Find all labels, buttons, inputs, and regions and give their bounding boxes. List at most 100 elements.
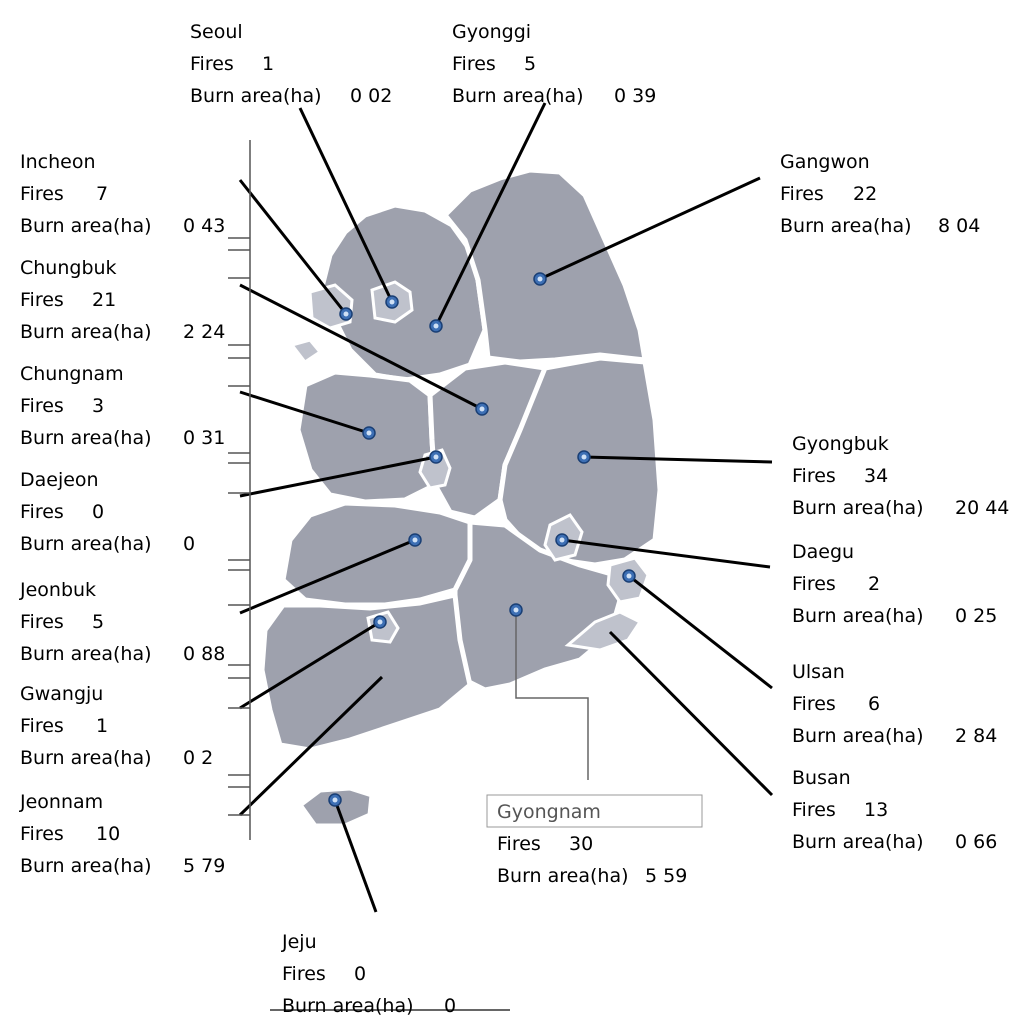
label-name: Jeonbuk xyxy=(20,579,97,601)
fires-value: 34 xyxy=(864,465,889,487)
burn-label: Burn area(ha) xyxy=(282,995,414,1017)
label-gyongnam: Gyongnam Fires 30 Burn area(ha) 5 59 xyxy=(497,796,687,892)
fires-label: Fires xyxy=(20,501,64,523)
fires-value: 3 xyxy=(92,395,105,417)
burn-label: Burn area(ha) xyxy=(497,865,629,887)
burn-label: Burn area(ha) xyxy=(792,497,924,519)
fires-label: Fires xyxy=(792,465,836,487)
fires-label: Fires xyxy=(20,395,64,417)
label-seoul: Seoul Fires 1 Burn area(ha) 0 02 xyxy=(190,16,392,112)
label-name: Chungbuk xyxy=(20,257,117,279)
fires-label: Fires xyxy=(792,693,836,715)
label-incheon: Incheon Fires 7 Burn area(ha) 0 43 xyxy=(20,146,225,242)
fires-label: Fires xyxy=(20,715,64,737)
label-jeonbuk: Jeonbuk Fires 5 Burn area(ha) 0 88 xyxy=(20,574,225,670)
label-chungnam: Chungnam Fires 3 Burn area(ha) 0 31 xyxy=(20,358,225,454)
burn-value: 0 2 xyxy=(183,747,214,769)
burn-label: Burn area(ha) xyxy=(452,85,584,107)
burn-value: 0 02 xyxy=(350,85,393,107)
fires-value: 0 xyxy=(92,501,105,523)
fires-value: 22 xyxy=(853,183,878,205)
fires-label: Fires xyxy=(190,53,234,75)
fires-value: 5 xyxy=(524,53,537,75)
fires-label: Fires xyxy=(20,183,64,205)
fires-label: Fires xyxy=(20,823,64,845)
region-jeonnam xyxy=(259,592,473,753)
label-gangwon: Gangwon Fires 22 Burn area(ha) 8 04 xyxy=(780,146,980,242)
label-gwangju: Gwangju Fires 1 Burn area(ha) 0 2 xyxy=(20,678,213,774)
burn-label: Burn area(ha) xyxy=(20,855,152,877)
burn-label: Burn area(ha) xyxy=(792,725,924,747)
fires-value: 21 xyxy=(92,289,117,311)
fires-label: Fires xyxy=(792,799,836,821)
leader-lines xyxy=(238,102,774,913)
fires-value: 10 xyxy=(96,823,121,845)
region-gangwon xyxy=(442,167,648,365)
label-daegu: Daegu Fires 2 Burn area(ha) 0 25 xyxy=(792,536,997,632)
label-name: Gangwon xyxy=(780,151,870,173)
burn-value: 5 79 xyxy=(183,855,226,877)
burn-label: Burn area(ha) xyxy=(20,427,152,449)
fires-value: 30 xyxy=(569,833,594,855)
island-incheon xyxy=(289,338,323,365)
burn-label: Burn area(ha) xyxy=(780,215,912,237)
burn-value: 20 44 xyxy=(955,497,1010,519)
fires-label: Fires xyxy=(20,611,64,633)
fires-value: 7 xyxy=(96,183,109,205)
fires-label: Fires xyxy=(792,573,836,595)
label-name: Daejeon xyxy=(20,469,99,491)
label-name: Incheon xyxy=(20,151,96,173)
burn-value: 0 66 xyxy=(955,831,998,853)
label-name: Seoul xyxy=(190,21,243,43)
burn-label: Burn area(ha) xyxy=(20,643,152,665)
label-name: Gwangju xyxy=(20,683,104,705)
burn-value: 2 24 xyxy=(183,321,226,343)
burn-value: 5 59 xyxy=(645,865,688,887)
label-name: Gyongbuk xyxy=(792,433,889,455)
region-busan xyxy=(564,610,643,652)
label-name: Gyonggi xyxy=(452,21,532,43)
fires-value: 2 xyxy=(868,573,881,595)
burn-value: 0 25 xyxy=(955,605,998,627)
fire-markers xyxy=(328,272,636,807)
label-name: Gyongnam xyxy=(497,801,601,823)
label-name: Jeonnam xyxy=(20,791,104,813)
fires-value: 6 xyxy=(868,693,881,715)
left-label-bracket xyxy=(228,140,251,840)
label-chungbuk: Chungbuk Fires 21 Burn area(ha) 2 24 xyxy=(20,252,225,348)
burn-value: 0 43 xyxy=(183,215,226,237)
burn-label: Burn area(ha) xyxy=(792,605,924,627)
fires-label: Fires xyxy=(497,833,541,855)
burn-value: 0 xyxy=(444,995,457,1017)
burn-label: Burn area(ha) xyxy=(792,831,924,853)
fires-label: Fires xyxy=(20,289,64,311)
fires-value: 1 xyxy=(96,715,109,737)
burn-label: Burn area(ha) xyxy=(20,533,152,555)
label-busan: Busan Fires 13 Burn area(ha) 0 66 xyxy=(792,762,997,858)
label-ulsan: Ulsan Fires 6 Burn area(ha) 2 84 xyxy=(792,656,997,752)
label-gyonggi: Gyonggi Fires 5 Burn area(ha) 0 39 xyxy=(452,16,656,112)
region-jeonbuk xyxy=(280,500,473,608)
burn-label: Burn area(ha) xyxy=(20,321,152,343)
fires-value: 13 xyxy=(864,799,889,821)
fires-value: 1 xyxy=(262,53,275,75)
label-name: Busan xyxy=(792,767,851,789)
label-name: Jeju xyxy=(282,931,317,953)
label-jeju: Jeju Fires 0 Burn area(ha) 0 xyxy=(282,926,456,1022)
label-jeonnam: Jeonnam Fires 10 Burn area(ha) 5 79 xyxy=(20,786,225,882)
burn-label: Burn area(ha) xyxy=(20,747,152,769)
burn-value: 0 xyxy=(183,533,196,555)
label-gyongbuk: Gyongbuk Fires 34 Burn area(ha) 20 44 xyxy=(792,428,1009,524)
gyongnam-label-box xyxy=(486,794,703,828)
burn-value: 0 31 xyxy=(183,427,226,449)
burn-value: 0 39 xyxy=(614,85,657,107)
label-name: Ulsan xyxy=(792,661,845,683)
burn-value: 0 88 xyxy=(183,643,226,665)
burn-label: Burn area(ha) xyxy=(190,85,322,107)
burn-label: Burn area(ha) xyxy=(20,215,152,237)
fires-label: Fires xyxy=(780,183,824,205)
label-daejeon: Daejeon Fires 0 Burn area(ha) 0 xyxy=(20,464,195,560)
burn-value: 2 84 xyxy=(955,725,998,747)
label-name: Daegu xyxy=(792,541,855,563)
